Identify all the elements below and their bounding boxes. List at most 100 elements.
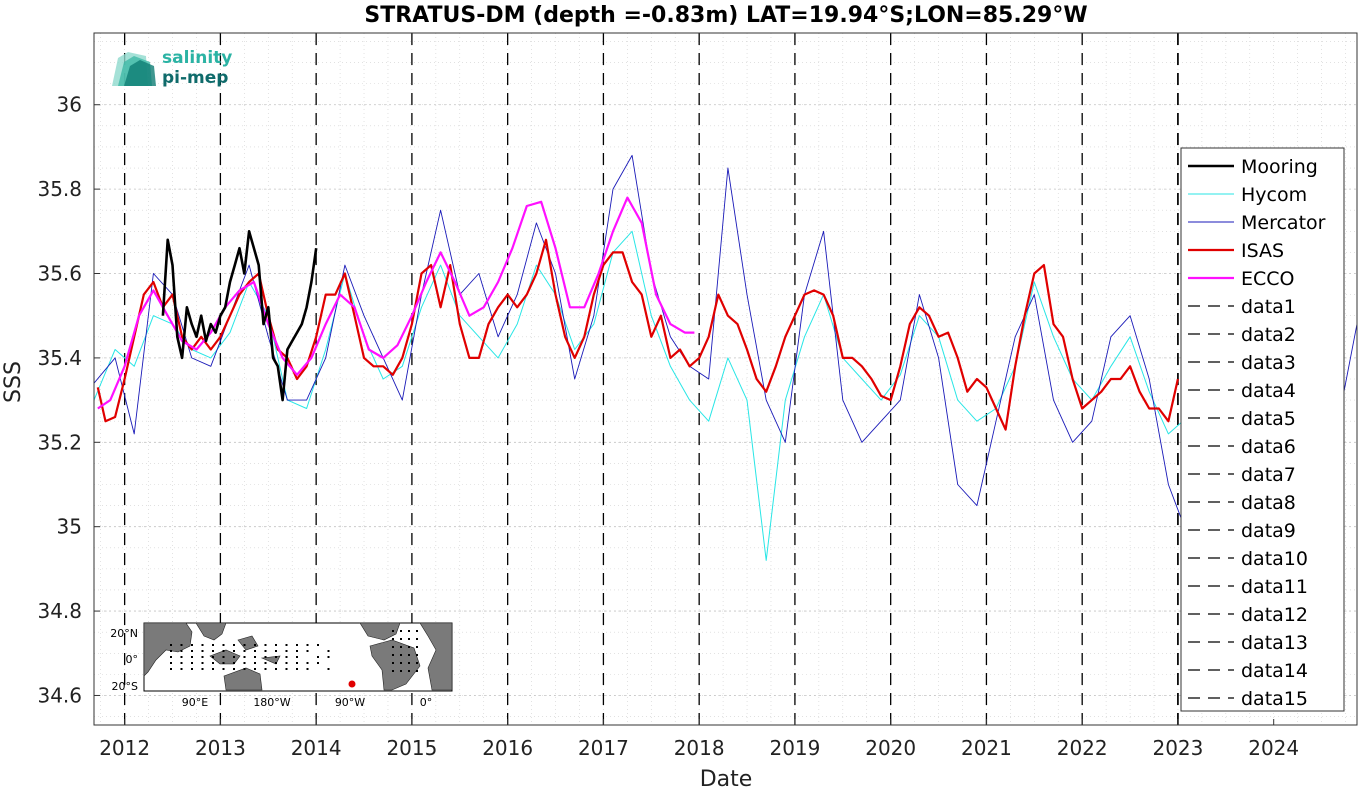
buoy-dot xyxy=(243,656,246,658)
logo-text-pimep: pi-mep xyxy=(162,68,228,88)
buoy-dot xyxy=(306,668,309,670)
buoy-dot xyxy=(212,650,214,652)
buoy-dot xyxy=(264,662,267,664)
series-line-hycom xyxy=(93,230,1184,561)
buoy-dot xyxy=(170,650,172,652)
buoy-dot xyxy=(243,668,246,670)
buoy-dot xyxy=(416,670,418,672)
y-axis-label: SSS xyxy=(1,361,26,403)
series-line-ecco xyxy=(97,196,695,410)
y-tick-label: 34.8 xyxy=(37,599,82,623)
buoy-dot xyxy=(317,662,319,664)
buoy-dot xyxy=(392,646,394,648)
grid xyxy=(94,33,1357,725)
buoy-dot xyxy=(400,670,402,672)
map-lon-label: 90°W xyxy=(335,696,365,709)
buoy-dot xyxy=(254,668,256,670)
chart-title: STRATUS-DM (depth =-0.83m) LAT=19.94°S;L… xyxy=(364,3,1087,28)
buoy-dot xyxy=(327,650,330,652)
buoy-dot xyxy=(191,656,193,658)
legend-label: data4 xyxy=(1241,380,1296,402)
buoy-dot xyxy=(212,662,214,664)
legend-label: data12 xyxy=(1241,604,1308,626)
buoy-dot xyxy=(243,662,246,664)
buoy-dot xyxy=(222,650,225,652)
x-tick-label: 2024 xyxy=(1248,736,1299,760)
x-axis-label: Date xyxy=(700,767,753,790)
x-tick-label: 2015 xyxy=(386,736,437,760)
legend-label: Hycom xyxy=(1241,184,1307,206)
buoy-dot xyxy=(233,644,235,646)
x-tick-label: 2019 xyxy=(769,736,820,760)
buoy-dot xyxy=(233,656,235,658)
buoy-dot xyxy=(264,650,267,652)
buoy-dot xyxy=(408,630,410,632)
x-tick-label: 2023 xyxy=(1152,736,1203,760)
buoy-dot xyxy=(275,662,277,664)
x-tick-label: 2018 xyxy=(674,736,725,760)
buoy-dot xyxy=(201,650,204,652)
buoy-dot xyxy=(233,662,235,664)
buoy-dot xyxy=(296,662,298,664)
buoy-dot xyxy=(275,650,277,652)
buoy-dot xyxy=(243,650,246,652)
buoy-dot xyxy=(222,644,225,646)
y-ticks: 34.6 34.8 35 35.2 35.4 35.6 35.8 36 xyxy=(37,93,100,707)
y-tick-label: 35.8 xyxy=(37,177,82,201)
buoy-dot xyxy=(416,630,418,632)
buoy-dot xyxy=(392,638,394,640)
buoy-dot xyxy=(317,644,319,646)
buoy-dot xyxy=(264,656,267,658)
buoy-dot xyxy=(327,668,330,670)
buoy-dots xyxy=(170,630,418,672)
mooring-location-marker xyxy=(348,680,356,688)
buoy-dot xyxy=(170,668,172,670)
y-tick-label: 34.6 xyxy=(37,683,82,707)
buoy-dot xyxy=(212,644,214,646)
buoy-dot xyxy=(327,656,330,658)
buoy-dot xyxy=(400,646,402,648)
buoy-dot xyxy=(400,630,402,632)
legend-label: data13 xyxy=(1241,632,1308,654)
y-tick-label: 35.2 xyxy=(37,430,82,454)
buoy-dot xyxy=(408,662,410,664)
buoy-dot xyxy=(191,650,193,652)
legend-label: Mercator xyxy=(1241,212,1326,234)
buoy-dot xyxy=(243,644,246,646)
legend-label: data14 xyxy=(1241,660,1308,682)
buoy-dot xyxy=(392,654,394,656)
buoy-dot xyxy=(416,638,418,640)
buoy-dot xyxy=(264,668,267,670)
buoy-dot xyxy=(275,644,277,646)
map-lon-label: 90°E xyxy=(182,696,208,709)
buoy-dot xyxy=(296,656,298,658)
buoy-dot xyxy=(285,644,288,646)
logo: salinity pi-mep xyxy=(112,48,232,88)
x-tick-label: 2014 xyxy=(291,736,342,760)
buoy-dot xyxy=(400,638,402,640)
buoy-dot xyxy=(296,668,298,670)
buoy-dot xyxy=(222,656,225,658)
buoy-dot xyxy=(191,668,193,670)
legend-label: ECCO xyxy=(1241,268,1295,290)
x-tick-label: 2016 xyxy=(482,736,533,760)
buoy-dot xyxy=(408,638,410,640)
buoy-dot xyxy=(170,656,172,658)
legend: Mooring Hycom Mercator ISAS ECCO data1 data2 da… xyxy=(1180,147,1345,712)
buoy-dot xyxy=(296,644,298,646)
buoy-dot xyxy=(392,630,394,632)
buoy-dot xyxy=(222,662,225,664)
x-tick-label: 2020 xyxy=(865,736,916,760)
legend-label: data8 xyxy=(1241,492,1296,514)
buoy-dot xyxy=(306,662,309,664)
buoy-dot xyxy=(306,644,309,646)
y-tick-label: 36 xyxy=(57,93,82,117)
buoy-dot xyxy=(275,656,277,658)
x-ticks: 2012 2013 2014 2015 2016 2017 2018 2019 2020 2021… xyxy=(99,719,1299,760)
buoy-dot xyxy=(296,650,298,652)
buoy-dot xyxy=(201,668,204,670)
map-lon-label: 180°W xyxy=(253,696,290,709)
legend-label: data6 xyxy=(1241,436,1296,458)
buoy-dot xyxy=(408,646,410,648)
